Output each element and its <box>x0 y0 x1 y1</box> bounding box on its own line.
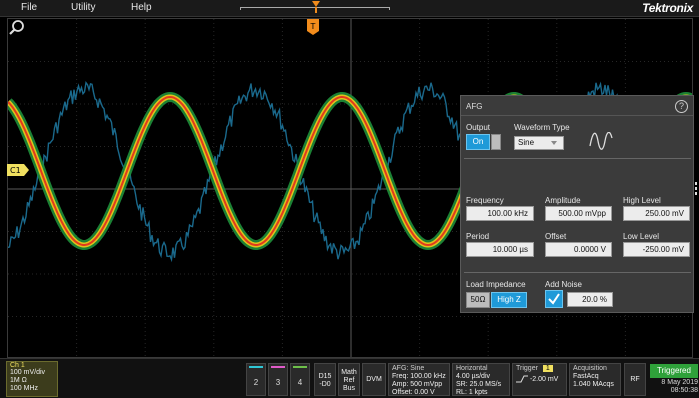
menu-utility[interactable]: Utility <box>71 2 96 13</box>
rising-edge-icon <box>516 375 528 383</box>
digital-line1: D15 <box>318 373 332 380</box>
afg-title: AFG <box>466 102 483 111</box>
math-label: Math <box>341 369 357 376</box>
high-level-field[interactable]: 250.00 mV <box>623 206 690 221</box>
ch4-button[interactable]: 4 <box>290 363 310 396</box>
ch1-impedance: 1M Ω <box>10 377 27 384</box>
add-noise-checkbox[interactable] <box>545 290 563 308</box>
digital-button[interactable]: D15 -D0 <box>314 363 336 396</box>
ch4-color-strip <box>293 366 307 368</box>
horizontal-sample-rate: SR: 25.0 MS/s <box>456 381 502 388</box>
trigger-level: -2.00 mV <box>529 375 559 383</box>
load-impedance-label: Load Impedance <box>466 280 526 289</box>
ch3-label: 3 <box>275 378 281 387</box>
output-label: Output <box>466 123 491 132</box>
trigger-level-row: -2.00 mV <box>513 373 566 384</box>
horizontal-title: Horizontal <box>456 365 488 372</box>
acquisition-box[interactable]: Acquisition FastAcq 1.040 MAcqs <box>569 363 621 396</box>
rf-label: RF <box>630 376 640 383</box>
triggered-status: Triggered <box>650 364 698 378</box>
menu-help[interactable]: Help <box>131 2 152 13</box>
rf-button[interactable]: RF <box>624 363 646 396</box>
separator <box>464 158 691 159</box>
output-toggle-off[interactable] <box>491 134 501 150</box>
ch1-bandwidth: 100 MHz <box>10 385 39 392</box>
panel-handle-icon[interactable] <box>694 182 698 196</box>
afg-panel: AFG ? Output On Waveform Type Sine Frequ… <box>460 95 694 313</box>
ch1-scale: 100 mV/div <box>10 369 46 376</box>
ch2-button[interactable]: 2 <box>246 363 266 396</box>
ch1-offset-marker[interactable]: C1 <box>7 164 29 176</box>
low-level-field[interactable]: -250.00 mV <box>623 242 690 257</box>
trigger-title: Trigger 1 <box>513 364 566 373</box>
horizontal-scale: 4.00 µs/div <box>456 373 490 380</box>
trigger-source-badge: 1 <box>542 365 553 372</box>
horizontal-record-length: RL: 1 kpts <box>456 389 488 396</box>
acquisition-count: 1.040 MAcqs <box>573 381 614 388</box>
dvm-button[interactable]: DVM <box>362 363 386 396</box>
trigger-box[interactable]: Trigger 1 -2.00 mV <box>512 363 567 396</box>
trigger-title-text: Trigger <box>516 365 538 372</box>
load-high-z-button[interactable]: High Z <box>491 292 527 308</box>
waveform-type-value: Sine <box>518 138 535 147</box>
afg-status-title: AFG: Sine <box>392 365 425 372</box>
trigger-marker-icon[interactable]: T <box>307 19 319 35</box>
frequency-label: Frequency <box>466 196 504 205</box>
afg-status-box[interactable]: AFG: Sine Freq: 100.00 kHz Amp: 500 mVpp… <box>388 363 450 396</box>
sine-wave-icon <box>589 132 613 150</box>
dvm-label: DVM <box>366 376 382 383</box>
load-50-ohm-button[interactable]: 50Ω <box>466 292 490 308</box>
math-ref-bus-button[interactable]: Math Ref Bus <box>338 363 360 396</box>
date-time: 8 May 2019 08:50:38 <box>650 379 698 395</box>
afg-status-freq: Freq: 100.00 kHz <box>392 373 446 380</box>
period-field[interactable]: 10.000 µs <box>466 242 534 257</box>
help-icon[interactable]: ? <box>675 100 688 113</box>
date: 8 May 2019 <box>661 379 698 386</box>
tektronix-logo: Tektronix <box>642 1 693 15</box>
ch2-label: 2 <box>253 378 259 387</box>
waveform-type-label: Waveform Type <box>514 123 570 132</box>
offset-field[interactable]: 0.0000 V <box>545 242 612 257</box>
afg-header: AFG ? <box>461 96 693 116</box>
ch1-badge[interactable]: Ch 1 100 mV/div 1M Ω 100 MHz <box>6 361 58 397</box>
noise-percent-field[interactable]: 20.0 % <box>567 292 613 307</box>
ch2-color-strip <box>249 366 263 368</box>
amplitude-field[interactable]: 500.00 mVpp <box>545 206 612 221</box>
menu-bar: File Utility Help Tektronix <box>0 0 699 17</box>
svg-text:T: T <box>310 22 316 31</box>
frequency-field[interactable]: 100.00 kHz <box>466 206 534 221</box>
trigger-position-icon[interactable] <box>312 1 320 13</box>
time: 08:50:38 <box>670 387 698 394</box>
digital-line2: -D0 <box>319 381 331 388</box>
afg-status-offset: Offset: 0.00 V <box>392 389 435 396</box>
output-on-button[interactable]: On <box>466 134 490 150</box>
waveform-type-select[interactable]: Sine <box>514 136 564 150</box>
separator <box>464 272 691 273</box>
svg-text:C1: C1 <box>10 166 21 175</box>
menu-file[interactable]: File <box>21 2 38 13</box>
zoom-icon[interactable] <box>8 19 26 37</box>
chevron-down-icon <box>551 141 557 145</box>
ref-label: Ref <box>343 377 355 384</box>
ch4-label: 4 <box>297 378 303 387</box>
ch1-title: Ch 1 <box>10 362 25 369</box>
checkmark-icon <box>548 293 560 305</box>
low-level-label: Low Level <box>623 232 660 241</box>
amplitude-label: Amplitude <box>545 196 581 205</box>
horizontal-box[interactable]: Horizontal 4.00 µs/div SR: 25.0 MS/s RL:… <box>452 363 510 396</box>
period-label: Period <box>466 232 490 241</box>
offset-label: Offset <box>545 232 567 241</box>
afg-status-amp: Amp: 500 mVpp <box>392 381 443 388</box>
add-noise-label: Add Noise <box>545 280 582 289</box>
acquisition-title: Acquisition <box>573 365 607 372</box>
bus-label: Bus <box>342 385 356 392</box>
acquisition-mode: FastAcq <box>573 373 599 380</box>
ch3-color-strip <box>271 366 285 368</box>
ch3-button[interactable]: 3 <box>268 363 288 396</box>
high-level-label: High Level <box>623 196 661 205</box>
